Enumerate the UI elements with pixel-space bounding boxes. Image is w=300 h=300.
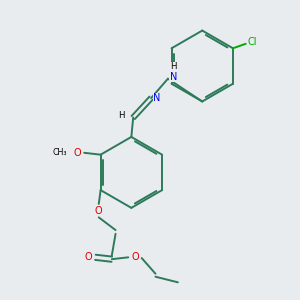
Text: O: O — [74, 148, 81, 158]
Text: O: O — [85, 252, 92, 262]
Text: N: N — [153, 93, 160, 103]
Text: O: O — [131, 252, 139, 262]
Text: CH₃: CH₃ — [52, 148, 67, 157]
Text: N: N — [170, 72, 177, 82]
Text: H: H — [170, 62, 177, 71]
Text: H: H — [118, 111, 124, 120]
Text: O: O — [95, 206, 103, 216]
Text: Cl: Cl — [248, 37, 257, 46]
